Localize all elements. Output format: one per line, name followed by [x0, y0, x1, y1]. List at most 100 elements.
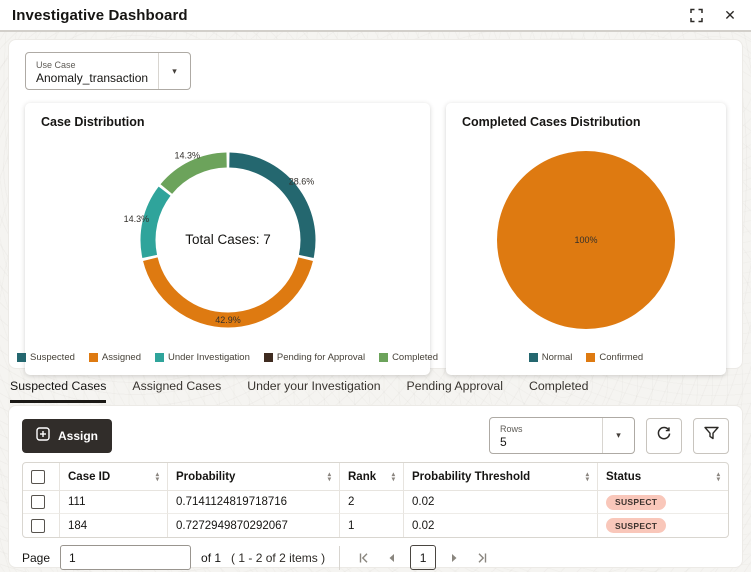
- page-title: Investigative Dashboard: [12, 6, 188, 24]
- rows-per-page-select[interactable]: Rows 5 ▾: [489, 417, 635, 454]
- rows-label: Rows: [500, 424, 523, 434]
- tab-assigned-cases[interactable]: Assigned Cases: [132, 379, 222, 393]
- chart-legend: Suspected Assigned Under Investigation Pend…: [17, 350, 438, 367]
- cell-probability: 0.7272949870292067: [168, 514, 340, 537]
- legend-swatch-icon: [88, 353, 98, 362]
- legend-swatch-icon: [155, 353, 164, 362]
- legend-label: Under Investigation: [168, 352, 250, 363]
- close-icon[interactable]: ✕: [724, 7, 736, 23]
- chart-legend: Normal Confirmed: [458, 350, 714, 367]
- add-icon: [36, 427, 50, 444]
- table-row[interactable]: 111 0.7141124819718716 2 0.02 SUSPECT: [23, 491, 728, 514]
- page-label: Page: [22, 550, 51, 565]
- last-page-icon[interactable]: [472, 548, 492, 568]
- status-badge: SUSPECT: [606, 494, 667, 510]
- row-checkbox[interactable]: [31, 518, 45, 533]
- column-header-probability[interactable]: Probability ▴ ▾: [168, 463, 340, 491]
- case-distribution-card: Case Distribution 28.6% 42.9% 14.3% 14.3% To…: [17, 103, 438, 375]
- svg-text:28.6%: 28.6%: [288, 176, 314, 186]
- current-page-button[interactable]: 1: [410, 545, 437, 570]
- column-header-case-id[interactable]: Case ID ▴ ▾: [60, 463, 168, 491]
- row-checkbox[interactable]: [31, 495, 45, 509]
- dashboard-body: Use Case Anomaly_transaction ▾ Case Dist…: [0, 32, 751, 572]
- previous-page-icon[interactable]: [382, 548, 402, 568]
- legend-item: Assigned: [88, 352, 141, 363]
- legend-item: Suspected: [17, 352, 75, 363]
- tab-suspected-cases[interactable]: Suspected Cases: [10, 379, 107, 403]
- refresh-button[interactable]: [646, 417, 682, 454]
- legend-label: Assigned: [101, 352, 141, 363]
- pagination: Page of 1 ( 1 - 2 of 2 items ) 1: [22, 545, 729, 570]
- column-header-status[interactable]: Status ▴ ▾: [598, 463, 728, 491]
- svg-text:Total Cases: 7: Total Cases: 7: [185, 232, 271, 247]
- svg-text:14.3%: 14.3%: [174, 150, 200, 160]
- sort-icon[interactable]: ▴ ▾: [327, 470, 331, 483]
- items-range-text: ( 1 - 2 of 2 items ): [231, 550, 326, 565]
- svg-text:42.9%: 42.9%: [215, 315, 241, 325]
- cell-rank: 2: [340, 491, 404, 514]
- legend-swatch-icon: [263, 353, 273, 362]
- legend-label: Confirmed: [599, 352, 644, 363]
- cases-table-panel: Assign Rows 5 ▾: [8, 405, 743, 570]
- rows-value: 5: [500, 435, 507, 449]
- page-of-text: of 1: [201, 550, 222, 565]
- cell-case-id: 111: [60, 491, 168, 514]
- sort-icon[interactable]: ▴ ▾: [155, 470, 159, 483]
- sort-icon[interactable]: ▴ ▾: [585, 470, 589, 483]
- cell-threshold: 0.02: [404, 491, 598, 514]
- select-all-checkbox[interactable]: [31, 469, 45, 484]
- legend-swatch-icon: [379, 353, 389, 362]
- chevron-down-icon[interactable]: ▾: [602, 418, 634, 453]
- next-page-icon[interactable]: [444, 548, 464, 568]
- table-row[interactable]: 184 0.7272949870292067 1 0.02 SUSPECT: [23, 514, 728, 537]
- tab-completed[interactable]: Completed: [528, 379, 589, 393]
- cell-threshold: 0.02: [404, 514, 598, 537]
- page-input[interactable]: [60, 545, 192, 570]
- legend-swatch-icon: [586, 353, 596, 362]
- status-badge: SUSPECT: [606, 518, 667, 533]
- window-titlebar: Investigative Dashboard ✕: [0, 0, 751, 32]
- legend-item: Completed: [379, 352, 438, 363]
- legend-swatch-icon: [17, 353, 26, 362]
- expand-icon[interactable]: [687, 6, 705, 24]
- legend-label: Completed: [392, 352, 439, 363]
- cell-case-id: 184: [60, 514, 168, 537]
- chevron-down-icon[interactable]: ▾: [158, 53, 190, 89]
- case-tabs: Suspected Cases Assigned Cases Under you…: [8, 369, 743, 403]
- use-case-label: Use Case: [36, 59, 76, 70]
- first-page-icon[interactable]: [354, 548, 374, 568]
- legend-item: Pending for Approval: [263, 352, 366, 363]
- tab-under-your-investigation[interactable]: Under your Investigation: [247, 379, 381, 393]
- cases-table: Case ID ▴ ▾ Probability ▴ ▾ Rank ▴ ▾ Probab…: [22, 462, 729, 538]
- donut-chart[interactable]: 28.6% 42.9% 14.3% 14.3% Total Cases: 7: [37, 129, 418, 350]
- pie-chart[interactable]: 100%: [458, 129, 714, 350]
- legend-item: Confirmed: [586, 352, 643, 363]
- legend-label: Suspected: [30, 352, 75, 363]
- cell-rank: 1: [340, 514, 404, 537]
- svg-text:100%: 100%: [574, 235, 597, 245]
- column-header-rank[interactable]: Rank ▴ ▾: [340, 463, 404, 491]
- assign-button[interactable]: Assign: [22, 418, 113, 453]
- legend-item: Under Investigation: [155, 352, 250, 363]
- chart-title: Case Distribution: [41, 115, 145, 129]
- filter-icon: [703, 425, 720, 446]
- assign-button-label: Assign: [58, 428, 99, 443]
- charts-panel: Use Case Anomaly_transaction ▾ Case Dist…: [8, 39, 743, 375]
- legend-swatch-icon: [528, 353, 538, 362]
- legend-label: Pending for Approval: [276, 352, 366, 363]
- sort-icon[interactable]: ▴ ▾: [716, 470, 720, 483]
- column-header-probability-threshold[interactable]: Probability Threshold ▴ ▾: [404, 463, 598, 491]
- refresh-icon: [656, 425, 672, 446]
- svg-text:14.3%: 14.3%: [123, 214, 149, 224]
- tab-pending-approval[interactable]: Pending Approval: [406, 379, 503, 393]
- filter-button[interactable]: [693, 417, 729, 454]
- completed-cases-card: Completed Cases Distribution 100% Normal…: [446, 103, 726, 375]
- legend-label: Normal: [541, 352, 573, 363]
- use-case-value: Anomaly_transaction: [36, 70, 149, 85]
- chart-title: Completed Cases Distribution: [462, 115, 641, 129]
- sort-icon[interactable]: ▴ ▾: [391, 470, 395, 483]
- use-case-select[interactable]: Use Case Anomaly_transaction ▾: [25, 52, 192, 90]
- legend-item: Normal: [528, 352, 573, 363]
- table-header-row: Case ID ▴ ▾ Probability ▴ ▾ Rank ▴ ▾ Probab…: [23, 463, 728, 491]
- cell-probability: 0.7141124819718716: [168, 491, 340, 514]
